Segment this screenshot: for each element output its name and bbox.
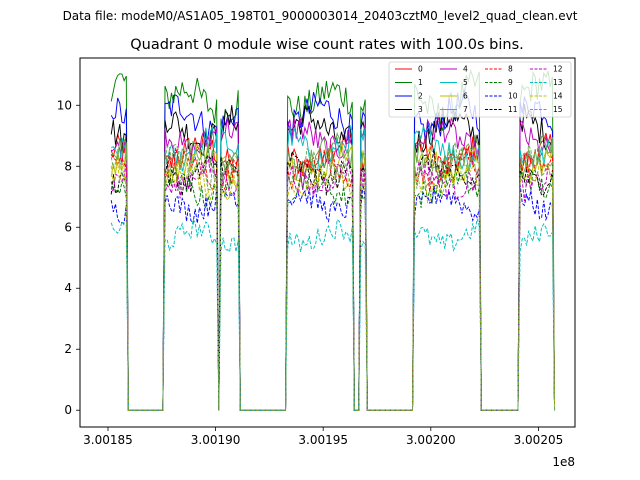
- series-line-5: [111, 123, 556, 411]
- series-line-13: [110, 218, 556, 411]
- y-tick-label: 8: [64, 159, 72, 173]
- y-tick-label: 2: [64, 342, 72, 356]
- series-line-15: [110, 140, 556, 411]
- plot-area: 3.00185 3.00190 3.00195 3.00200 3.00205 0 2 4 6…: [57, 57, 576, 447]
- x-tick-label: 3.00195: [298, 433, 348, 447]
- x-tick-label: 3.00200: [406, 433, 456, 447]
- x-axis: 3.00185 3.00190 3.00195 3.00200 3.00205: [83, 427, 563, 447]
- legend-label-12: 12: [553, 65, 563, 74]
- x-tick-label: 3.00190: [191, 433, 241, 447]
- series-line-0: [110, 130, 556, 411]
- legend-label-11: 11: [508, 105, 518, 114]
- legend-label-14: 14: [553, 92, 563, 101]
- legend-label-3: 3: [418, 105, 423, 114]
- x-offset-label: 1e8: [552, 455, 575, 469]
- y-tick-label: 0: [64, 403, 72, 417]
- legend-label-9: 9: [508, 78, 513, 87]
- legend-label-1: 1: [418, 78, 423, 87]
- series-line-8: [110, 147, 556, 411]
- legend-label-13: 13: [553, 78, 563, 87]
- legend-label-2: 2: [418, 92, 423, 101]
- legend-label-15: 15: [553, 105, 563, 114]
- legend-label-4: 4: [463, 65, 468, 74]
- legend-label-0: 0: [418, 65, 423, 74]
- axes-frame: [79, 57, 576, 428]
- y-tick-label: 6: [64, 220, 72, 234]
- x-tick-label: 3.00185: [83, 433, 133, 447]
- legend-frame: [388, 61, 572, 118]
- y-tick-label: 4: [64, 281, 72, 295]
- legend-label-7: 7: [463, 105, 468, 114]
- suptitle: Data file: modeM0/AS1A05_198T01_90000030…: [63, 9, 578, 23]
- legend-label-8: 8: [508, 65, 513, 74]
- series-line-4: [110, 116, 556, 411]
- legend-label-6: 6: [463, 92, 468, 101]
- y-tick-label: 10: [57, 98, 72, 112]
- series-line-2: [110, 88, 556, 411]
- x-tick-label: 3.00205: [514, 433, 564, 447]
- series-layer: [110, 68, 556, 411]
- series-line-12: [110, 156, 556, 411]
- y-axis: 0 2 4 6 8 10: [57, 98, 80, 417]
- chart-title: Quadrant 0 module wise count rates with …: [130, 37, 524, 53]
- legend-label-5: 5: [463, 78, 468, 87]
- series-line-10: [110, 183, 556, 411]
- legend-label-10: 10: [508, 92, 518, 101]
